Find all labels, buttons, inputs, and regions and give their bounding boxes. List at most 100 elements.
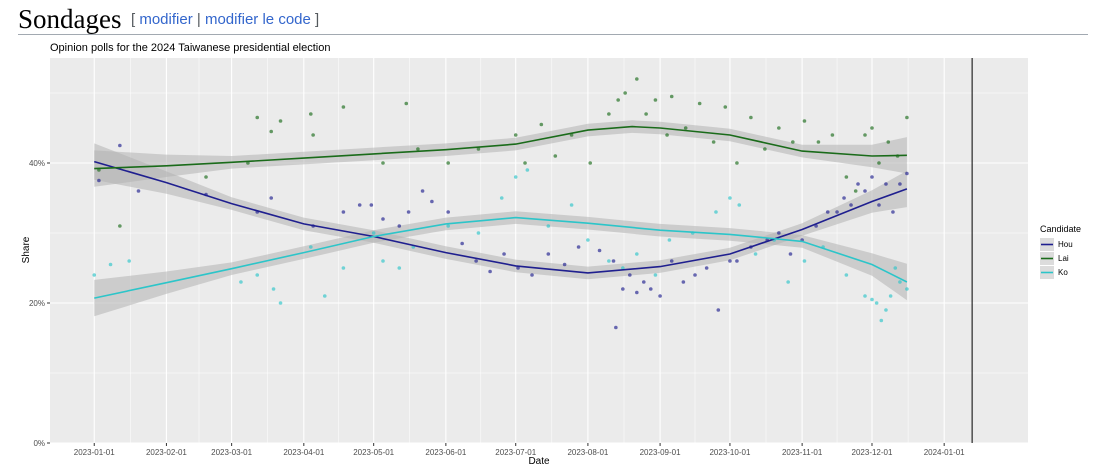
x-tick-label: 2023-02-01 (146, 448, 187, 457)
ribbon-ko (94, 211, 907, 317)
poll-point-lai (588, 161, 593, 165)
edit-code-link[interactable]: modifier le code (204, 11, 311, 28)
poll-point-hou (658, 294, 662, 298)
poll-point-hou (735, 259, 739, 263)
poll-point-lai (381, 161, 385, 165)
ribbon-lai (94, 120, 907, 187)
poll-point-lai (446, 161, 450, 165)
poll-point-lai (886, 140, 891, 144)
poll-point-ko (714, 210, 718, 214)
poll-point-lai (723, 105, 728, 109)
poll-point-lai (404, 101, 409, 106)
poll-point-ko (476, 231, 481, 235)
poll-point-lai (763, 147, 767, 151)
x-tick-label: 2023-09-01 (640, 448, 681, 457)
poll-point-lai (749, 115, 753, 120)
poll-point-hou (628, 273, 632, 277)
poll-point-lai (269, 129, 274, 134)
poll-point-hou (341, 210, 346, 214)
legend-label-ko: Ko (1058, 268, 1068, 277)
poll-point-hou (369, 203, 374, 207)
poll-point-hou (562, 262, 567, 267)
poll-point-lai (669, 94, 674, 99)
poll-point-ko (108, 262, 113, 267)
x-tick-label: 2023-06-01 (425, 448, 466, 457)
legend: Candidate Hou Lai Ko (1040, 224, 1081, 279)
poll-point-hou (835, 210, 839, 214)
x-tick-label: 2023-04-01 (283, 448, 324, 457)
y-axis-label: Share (21, 236, 32, 263)
poll-point-ko (322, 294, 327, 298)
poll-point-ko (525, 168, 530, 172)
poll-point-lai (653, 98, 658, 102)
y-tick-label: 0% (33, 439, 45, 448)
poll-point-lai (539, 122, 544, 127)
edit-link[interactable]: modifier (139, 11, 193, 28)
trend-lines (94, 125, 908, 299)
poll-point-lai (513, 133, 518, 137)
poll-point-lai (255, 115, 260, 120)
poll-point-lai (553, 154, 558, 158)
poll-point-hou (635, 290, 639, 295)
section-title: Sondages (18, 4, 122, 34)
poll-point-lai (341, 105, 346, 109)
poll-point-ko (728, 196, 732, 200)
poll-point-ko (802, 259, 807, 263)
x-axis-label: Date (528, 456, 550, 467)
poll-point-hou (870, 175, 874, 179)
poll-point-lai (816, 140, 821, 144)
poll-point-ko (341, 266, 346, 270)
x-tick-label: 2023-03-01 (211, 448, 252, 457)
poll-point-ko (884, 308, 888, 312)
edit-links: [ modifier | modifier le code ] (131, 11, 319, 28)
poll-point-hou (502, 252, 506, 256)
poll-point-hou (488, 269, 492, 274)
poll-point-lai (665, 133, 669, 137)
poll-point-ko (371, 231, 376, 235)
poll-point-ko (586, 238, 590, 242)
poll-point-ko (92, 273, 97, 277)
poll-point-lai (476, 147, 481, 151)
open-bracket: [ (131, 11, 136, 28)
poll-point-hou (406, 210, 411, 214)
poll-point-hou (516, 266, 520, 270)
poll-point-hou (863, 189, 867, 193)
poll-point-hou (891, 210, 895, 214)
poll-point-ko (446, 224, 450, 228)
poll-point-lai (711, 140, 716, 144)
y-tick-label: 20% (29, 299, 45, 308)
poll-point-ko (874, 301, 879, 305)
poll-point-lai (877, 161, 881, 165)
y-axis-ticks: 0% 20% 40% (29, 159, 50, 448)
poll-points (92, 77, 909, 330)
trend-line-ko (94, 216, 908, 299)
poll-point-hou (446, 210, 450, 214)
poll-point-lai (644, 112, 648, 116)
poll-point-ko (844, 273, 849, 277)
poll-point-hou (530, 273, 534, 277)
poll-point-hou (614, 325, 618, 330)
poll-point-hou (597, 248, 602, 253)
poll-point-hou (576, 245, 581, 249)
poll-point-ko (879, 318, 884, 323)
x-tick-label: 2023-10-01 (709, 448, 750, 457)
poll-point-hou (669, 259, 674, 263)
chart-title: Opinion polls for the 2024 Taiwanese pre… (50, 42, 330, 54)
poll-point-ko (569, 203, 574, 207)
poll-point-ko (667, 238, 672, 242)
poll-point-ko (863, 294, 867, 298)
poll-point-hou (460, 241, 464, 246)
poll-point-hou (546, 252, 551, 256)
poll-point-ko (607, 259, 611, 263)
poll-point-lai (204, 175, 208, 179)
poll-point-lai (623, 91, 627, 95)
x-tick-label: 2023-12-01 (852, 448, 893, 457)
poll-point-ko (499, 196, 504, 200)
poll-point-hou (716, 308, 721, 312)
poll-point-hou (777, 231, 781, 235)
poll-point-lai (416, 147, 420, 151)
section-heading: Sondages [ modifier | modifier le code ] (18, 4, 1088, 35)
poll-point-hou (474, 259, 478, 263)
poll-point-hou (856, 182, 860, 186)
poll-point-hou (728, 259, 732, 263)
